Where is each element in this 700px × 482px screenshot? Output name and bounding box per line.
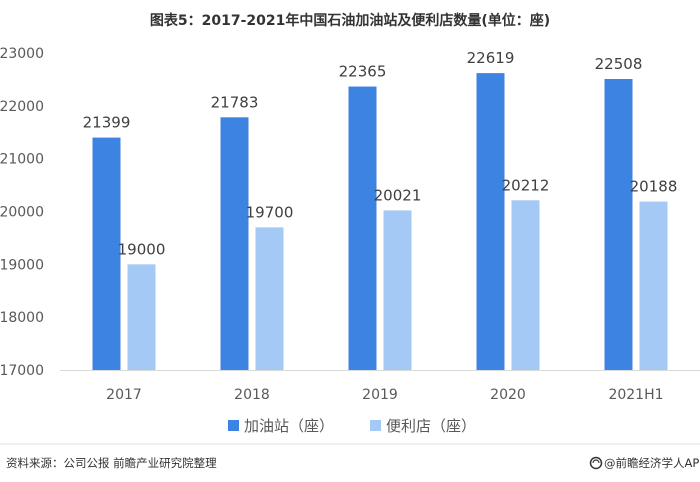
legend: 加油站（座） 便利店（座） <box>228 417 476 435</box>
x-axis: 2017 2018 2019 2020 2021H1 <box>106 387 663 403</box>
source-text: 资料来源：公司公报 前瞻产业研究院整理 <box>6 456 217 470</box>
legend-swatch <box>228 420 239 431</box>
data-label: 22365 <box>339 63 387 81</box>
data-label: 21399 <box>83 114 131 132</box>
convenience-store-bar <box>511 200 540 370</box>
x-tick-label: 2019 <box>362 387 398 403</box>
y-tick-label: 17000 <box>0 363 44 379</box>
convenience-store-bar <box>383 210 412 370</box>
y-tick-label: 18000 <box>0 310 44 326</box>
data-label: 21783 <box>211 93 259 111</box>
y-tick-label: 21000 <box>0 152 44 168</box>
data-label: 19700 <box>246 203 294 221</box>
data-label: 20188 <box>630 178 678 196</box>
data-label: 22619 <box>467 49 515 67</box>
data-label: 20021 <box>374 186 422 204</box>
y-tick-label: 22000 <box>0 99 44 115</box>
y-axis: 17000 18000 19000 20000 21000 22000 23000 <box>0 46 44 379</box>
bars: 21399 19000 21783 19700 22365 20021 22619 20212… <box>83 49 678 371</box>
data-label: 19000 <box>118 240 166 258</box>
y-tick-label: 19000 <box>0 257 44 273</box>
legend-swatch <box>370 420 381 431</box>
x-tick-label: 2018 <box>234 387 270 403</box>
gas-station-bar <box>348 86 377 370</box>
data-label: 22508 <box>595 55 643 73</box>
chart-title: 图表5：2017-2021年中国石油加油站及便利店数量(单位：座) <box>150 12 550 29</box>
x-tick-label: 2020 <box>490 387 526 403</box>
data-label: 20212 <box>502 176 550 194</box>
x-tick-label: 2021H1 <box>608 387 663 403</box>
convenience-store-bar <box>639 201 668 370</box>
y-tick-label: 20000 <box>0 205 44 221</box>
convenience-store-bar <box>255 227 284 370</box>
convenience-store-bar <box>127 264 156 370</box>
gas-station-bar <box>220 117 249 371</box>
legend-label: 加油站（座） <box>244 417 334 435</box>
x-tick-label: 2017 <box>106 387 142 403</box>
brand-icon <box>589 456 603 470</box>
gas-station-bar <box>92 137 121 370</box>
y-tick-label: 23000 <box>0 46 44 62</box>
gas-station-bar <box>476 73 505 370</box>
brand-text: @前瞻经济学人APP <box>604 456 700 470</box>
gas-station-bar <box>604 78 633 370</box>
legend-label: 便利店（座） <box>386 417 476 435</box>
